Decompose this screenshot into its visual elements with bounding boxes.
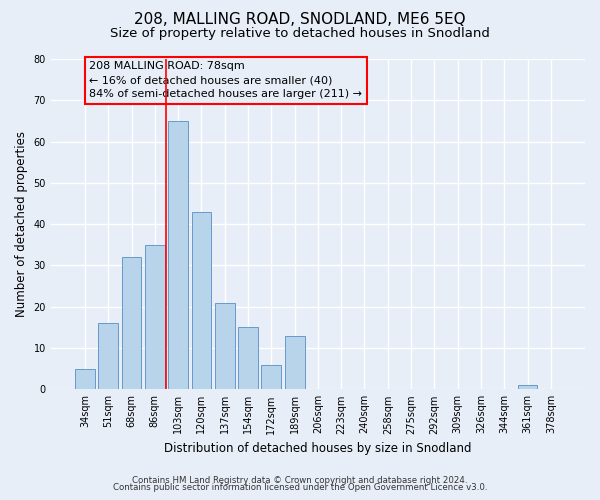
X-axis label: Distribution of detached houses by size in Snodland: Distribution of detached houses by size … <box>164 442 472 455</box>
Bar <box>285 336 305 390</box>
Text: Size of property relative to detached houses in Snodland: Size of property relative to detached ho… <box>110 28 490 40</box>
Bar <box>215 302 235 390</box>
Text: Contains HM Land Registry data © Crown copyright and database right 2024.: Contains HM Land Registry data © Crown c… <box>132 476 468 485</box>
Text: 208 MALLING ROAD: 78sqm
← 16% of detached houses are smaller (40)
84% of semi-de: 208 MALLING ROAD: 78sqm ← 16% of detache… <box>89 61 362 99</box>
Bar <box>191 212 211 390</box>
Text: Contains public sector information licensed under the Open Government Licence v3: Contains public sector information licen… <box>113 484 487 492</box>
Bar <box>75 368 95 390</box>
Bar <box>262 364 281 390</box>
Bar <box>518 385 538 390</box>
Bar <box>98 323 118 390</box>
Bar <box>122 257 142 390</box>
Bar <box>168 121 188 390</box>
Text: 208, MALLING ROAD, SNODLAND, ME6 5EQ: 208, MALLING ROAD, SNODLAND, ME6 5EQ <box>134 12 466 28</box>
Bar <box>145 245 165 390</box>
Y-axis label: Number of detached properties: Number of detached properties <box>15 131 28 317</box>
Bar <box>238 328 258 390</box>
